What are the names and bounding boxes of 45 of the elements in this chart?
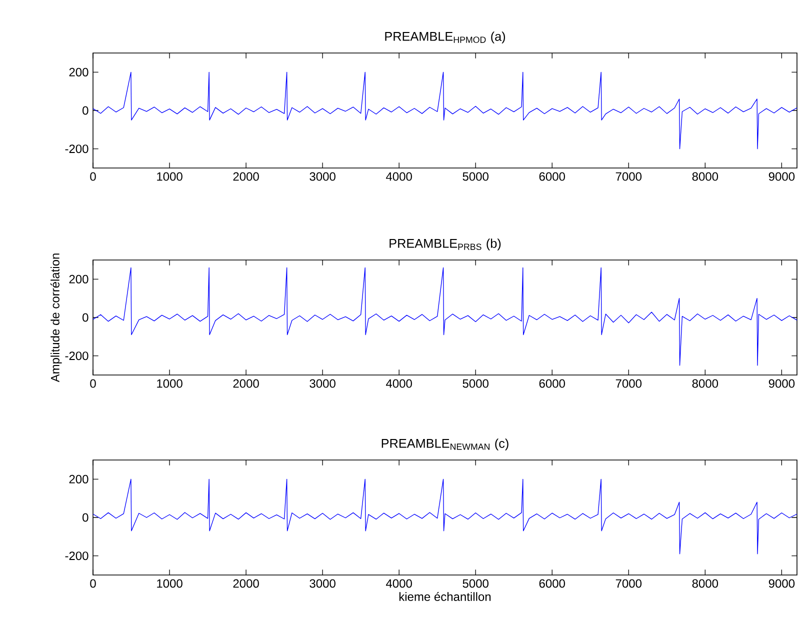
x-tick-label: 7000 [616, 579, 642, 588]
x-tick-label: 2000 [233, 379, 259, 388]
x-tick-label: 7000 [616, 379, 642, 388]
x-tick-label: 7000 [616, 172, 642, 181]
x-tick-label: 6000 [539, 172, 565, 181]
x-tick-label: 1000 [157, 172, 182, 181]
x-tick-label: 8000 [692, 172, 718, 181]
x-tick-label: 8000 [692, 579, 718, 588]
y-tick-label: 200 [69, 68, 88, 76]
y-tick-label: -200 [65, 552, 88, 560]
x-tick-label: 0 [90, 579, 96, 588]
x-tick-label: 4000 [386, 379, 412, 388]
x-tick-label: 5000 [462, 172, 488, 181]
x-tick-label: 9000 [768, 379, 795, 388]
y-tick-label: 0 [82, 513, 88, 522]
x-tick-label: 0 [90, 172, 96, 181]
x-tick-label: 8000 [692, 379, 718, 388]
x-tick-label: 0 [90, 379, 96, 388]
x-tick-label: 4000 [386, 579, 412, 588]
y-tick-label: 0 [82, 313, 88, 322]
x-tick-label: 3000 [310, 579, 336, 588]
chart-title: PREAMBLE$_{HPMOD}$ (a) [385, 32, 506, 44]
x-tick-label: 1000 [157, 379, 182, 388]
x-axis-title: kieme échantillon [399, 592, 491, 601]
line-series [93, 267, 797, 366]
y-tick-label: -200 [65, 144, 88, 154]
x-tick-label: 3000 [310, 379, 336, 388]
x-tick-label: 2000 [233, 579, 259, 588]
x-tick-label: 4000 [386, 172, 412, 181]
y-tick-label: 200 [69, 474, 88, 484]
y-tick-label: 0 [82, 106, 88, 115]
y-axis-title: Amplitude de corrélation [50, 254, 62, 382]
x-tick-label: 9000 [768, 172, 795, 181]
x-tick-label: 6000 [539, 579, 565, 588]
chart-title: PREAMBLE$_{PRBS}$ (b) [390, 238, 501, 250]
x-tick-label: 1000 [157, 579, 182, 588]
y-tick-label: -200 [65, 352, 88, 360]
x-tick-label: 6000 [539, 379, 565, 388]
x-tick-label: 5000 [462, 579, 488, 588]
y-tick-label: 200 [69, 274, 88, 284]
x-tick-label: 9000 [768, 579, 795, 588]
chart-title: PREAMBLE$_{NEWMAN}$ (c) [382, 438, 508, 450]
x-tick-label: 5000 [462, 379, 488, 388]
x-tick-label: 2000 [233, 172, 259, 181]
x-tick-label: 3000 [310, 172, 336, 181]
